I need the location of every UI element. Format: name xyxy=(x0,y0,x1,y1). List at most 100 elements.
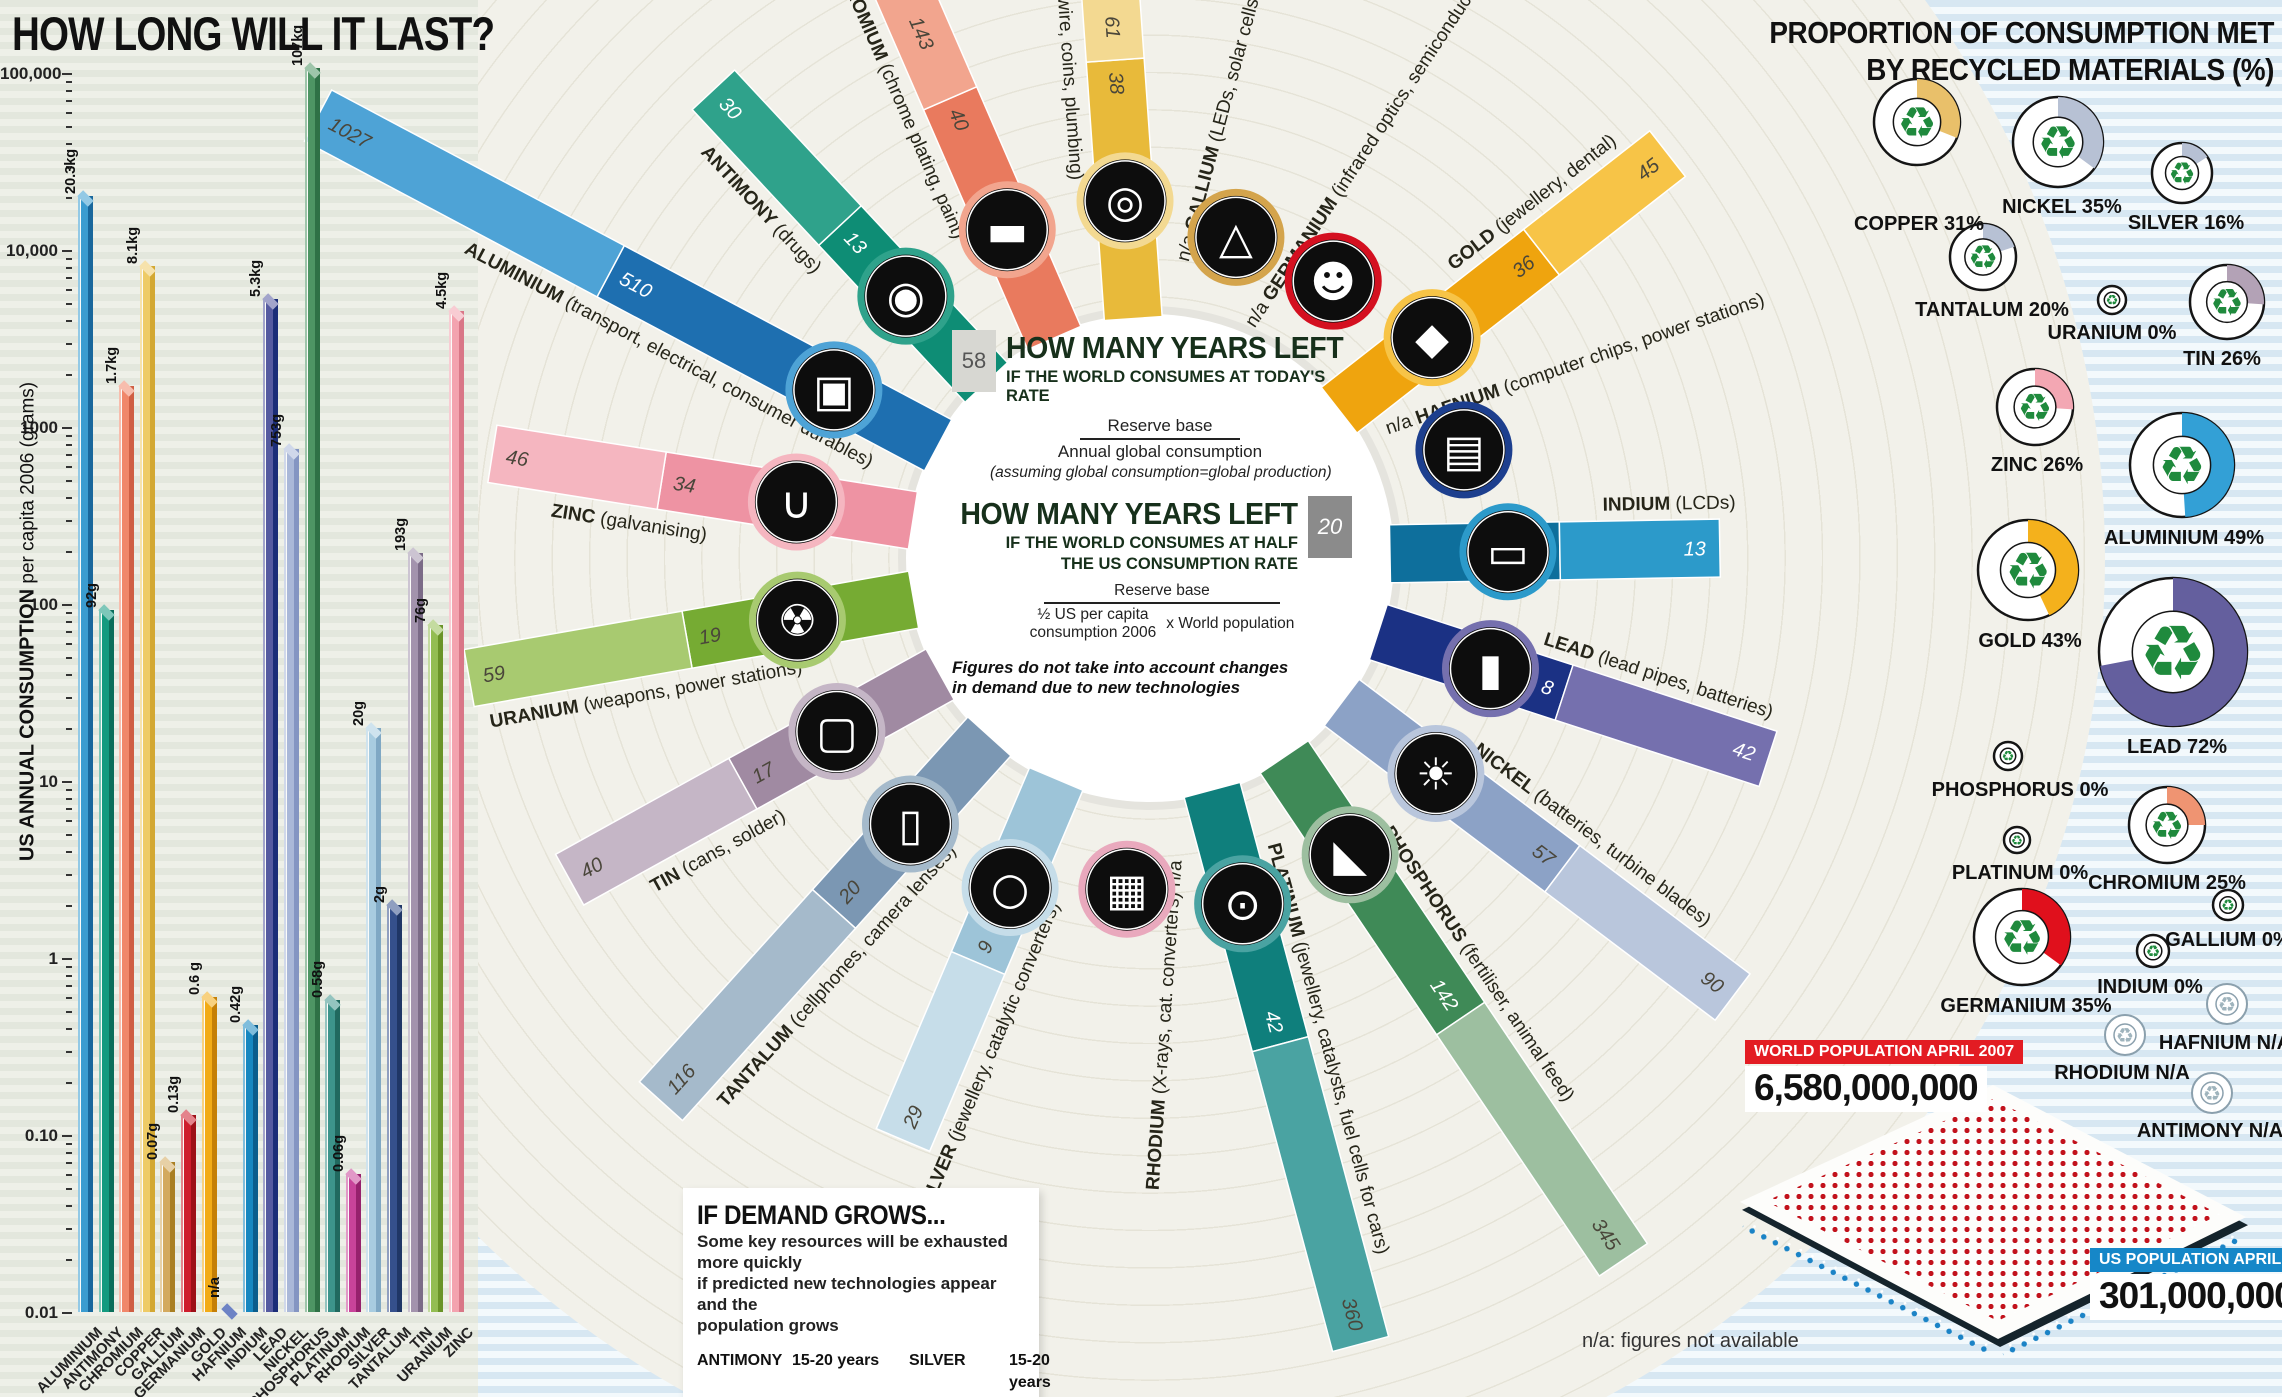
axis-tick-minor xyxy=(66,258,72,261)
spoke-segment-today xyxy=(691,68,863,247)
donut-slice xyxy=(1917,79,1960,138)
bar-platinum xyxy=(325,999,341,1312)
formula2-denominator-b: consumption 2006 xyxy=(1029,624,1157,641)
donut-aluminium: ♻ xyxy=(2128,411,2236,519)
bucket-icon: ∪ xyxy=(780,478,812,529)
axis-tick-minor xyxy=(66,674,72,677)
recycle-icon: ♻ xyxy=(2203,1081,2221,1105)
spoke-years-today: 59 xyxy=(481,662,507,688)
fertiliser-icon: ◣ xyxy=(1333,831,1367,882)
formula1-denominator: Annual global consumption xyxy=(1057,442,1263,461)
axis-tick-minor xyxy=(66,1205,72,1208)
axis-tick-minor xyxy=(66,621,72,624)
axis-tick-minor xyxy=(66,373,72,376)
center-disclaimer: Figures do not take into account changes… xyxy=(952,658,1289,697)
donut-label-indium: INDIUM 0% xyxy=(2097,976,2203,998)
washing-machine-car-icon: ▣ xyxy=(813,366,855,417)
bar-gallium xyxy=(160,1162,176,1312)
axis-tick-minor xyxy=(66,143,72,146)
axis-tick-minor xyxy=(66,1152,72,1155)
donut-nickel: ♻ xyxy=(2011,95,2105,189)
weapons-icon: ☢ xyxy=(778,596,817,647)
axis-tick-label: 0.01 xyxy=(24,1303,58,1322)
donut-uranium: ♻ xyxy=(2096,284,2128,316)
demand-years: 15-20 years xyxy=(792,1352,880,1369)
recycle-icon: ♻ xyxy=(2139,609,2207,697)
axis-tick-minor xyxy=(66,444,72,447)
us-population-value: 301,000,000 xyxy=(2090,1274,2282,1320)
axis-tick-minor xyxy=(66,1143,72,1146)
axis-tick-major xyxy=(62,1312,72,1314)
donut-label-chromium: CHROMIUM 25% xyxy=(2088,872,2246,894)
demand-years: 15-20 years xyxy=(1009,1352,1051,1391)
spoke-segment-today xyxy=(875,950,1006,1153)
donut-label-platinum: PLATINUM 0% xyxy=(1951,862,2089,884)
years-today-value: 58 xyxy=(952,330,996,392)
formula1-numerator: Reserve base xyxy=(1079,416,1241,440)
bar-tin xyxy=(407,553,423,1312)
pipe-battery-icon xyxy=(1441,620,1539,718)
spoke-segment-today xyxy=(487,424,668,511)
infrared-optics-icon: ☻ xyxy=(1310,257,1356,308)
axis-tick-minor xyxy=(66,112,72,115)
spoke-label-indium: INDIUM (LCDs) xyxy=(1602,492,1735,515)
pipe-battery-icon: ▮ xyxy=(1478,644,1502,695)
axis-tick-minor xyxy=(66,789,72,792)
axis-tick-minor xyxy=(66,975,72,978)
center-heading-1: HOW MANY YEARS LEFT xyxy=(1006,330,1344,365)
jewellery-car-icon xyxy=(961,839,1059,937)
spoke-years-half: 34 xyxy=(672,473,697,498)
donut-chromium: ♻ xyxy=(2127,785,2207,865)
world-population-value: 6,580,000,000 xyxy=(1745,1066,1987,1112)
recycled-panel-heading: PROPORTION OF CONSUMPTION MET BY RECYCLE… xyxy=(1769,15,2274,87)
axis-tick-label: 100,000 xyxy=(0,64,62,83)
cellphone-camera-icon: ▯ xyxy=(898,800,922,851)
axis-tick-minor xyxy=(66,466,72,469)
donut-tantalum: ♻ xyxy=(1948,222,2018,292)
bar-phosphorus xyxy=(304,67,320,1312)
spoke-segment-today xyxy=(818,0,978,111)
axis-tick-major xyxy=(62,604,72,606)
spoke-segment-today xyxy=(463,610,693,708)
donut-phosphorus: ♻ xyxy=(1992,740,2024,772)
axis-tick-label: 10 xyxy=(39,772,58,791)
cellphone-camera-icon xyxy=(861,775,959,873)
recycle-icon: ♻ xyxy=(2146,942,2161,961)
recycle-icon: ♻ xyxy=(2218,992,2236,1016)
axis-tick-minor xyxy=(66,454,72,457)
axis-tick-label: 1000 xyxy=(20,418,58,437)
axis-tick-major xyxy=(62,958,72,960)
donut-label-antimony: ANTIMONY N/A xyxy=(2136,1120,2282,1142)
battery-turbine-icon xyxy=(1387,724,1485,822)
jewellery-car-icon: ○ xyxy=(991,863,1029,914)
axis-tick-label: 100 xyxy=(29,595,58,614)
donut-slice xyxy=(2227,265,2265,305)
years-today-row: 58 HOW MANY YEARS LEFT IF THE WORLD CONS… xyxy=(952,330,1352,406)
bar-indium xyxy=(242,1024,258,1312)
recycle-icon: ♻ xyxy=(2018,386,2053,431)
axis-tick-major xyxy=(62,73,72,75)
donut-rhodium: ♻ xyxy=(2104,1014,2146,1056)
if-demand-grows-box: IF DEMAND GROWS... Some key resources wi… xyxy=(683,1188,1051,1397)
axis-tick-minor xyxy=(66,1174,72,1177)
axis-tick-label: 1 xyxy=(48,949,58,968)
axis-tick-minor xyxy=(66,1028,72,1031)
donut-slice xyxy=(2058,97,2103,169)
ring-car-icon xyxy=(1194,855,1292,953)
donut-zinc: ♻ xyxy=(1995,367,2075,447)
spoke-segment-today xyxy=(1543,844,1752,1022)
formula2-denominator-c: x World population xyxy=(1166,615,1295,632)
axis-tick-minor xyxy=(66,1258,72,1261)
car-icon: ▬ xyxy=(986,206,1028,257)
donut-copper: ♻ xyxy=(1872,77,1962,167)
donut-tin: ♻ xyxy=(2188,263,2266,341)
axis-tick-minor xyxy=(66,1162,72,1165)
donut-slice xyxy=(2022,889,2071,966)
axis-tick-minor xyxy=(66,497,72,500)
fertiliser-icon xyxy=(1301,806,1399,904)
donut-label-rhodium: RHODIUM N/A xyxy=(2054,1062,2190,1084)
donut-label-silver: SILVER 16% xyxy=(2127,212,2245,234)
